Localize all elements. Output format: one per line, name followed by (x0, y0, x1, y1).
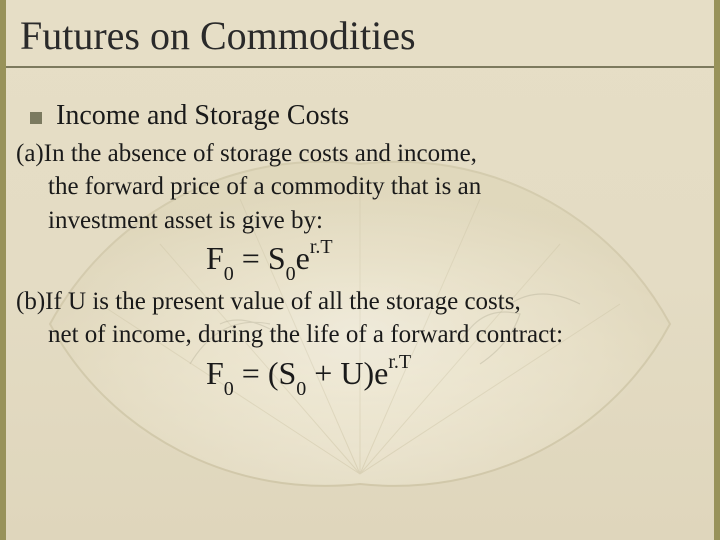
formula-2: F0 = (S0 + U)er.T (206, 355, 694, 397)
formula1-sup: r.T (310, 236, 333, 258)
para-b-line1: (b)If U is the present value of all the … (16, 286, 694, 317)
para-b-line2: net of income, during the life of a forw… (16, 319, 694, 350)
formula2-sup: r.T (388, 351, 411, 373)
para-a-line1: (a)In the absence of storage costs and i… (16, 138, 694, 169)
formula1-e: e (296, 240, 310, 276)
formula2-eqS: = (S (242, 355, 297, 391)
formula-1: F0 = S0er.T (206, 240, 694, 282)
para-a-line2: the forward price of a commodity that is… (16, 171, 694, 202)
formula1-Ssub: 0 (286, 263, 296, 285)
slide: Futures on Commodities Income and Storag… (0, 0, 720, 540)
formula2-Ssub: 0 (296, 378, 306, 400)
formula2-F: F (206, 355, 224, 391)
bullet-item: Income and Storage Costs (30, 100, 694, 132)
title-underline (6, 66, 714, 68)
formula2-Fsub: 0 (224, 378, 234, 400)
bullet-text: Income and Storage Costs (56, 100, 349, 132)
square-bullet-icon (30, 112, 42, 124)
para-a-line3: investment asset is give by: (16, 205, 694, 236)
formula1-eqS: = S (242, 240, 286, 276)
formula1-F: F (206, 240, 224, 276)
slide-body: Income and Storage Costs (a)In the absen… (16, 100, 694, 401)
slide-title: Futures on Commodities (20, 12, 416, 59)
formula2-plusU: + U)e (306, 355, 388, 391)
formula1-Fsub: 0 (224, 263, 234, 285)
